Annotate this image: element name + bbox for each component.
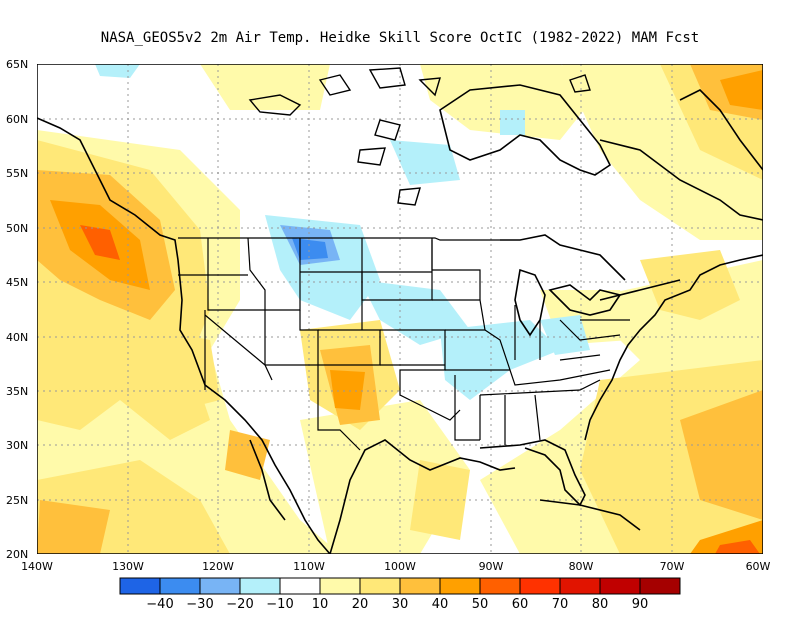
colorbar-label: −30 <box>186 597 213 612</box>
colorbar-label: 20 <box>352 597 369 612</box>
colorbar-label: 30 <box>392 597 409 612</box>
colorbar-swatch <box>439 577 481 595</box>
lon-label: 120W <box>202 560 234 573</box>
colorbar-label: 70 <box>552 597 569 612</box>
coastlines <box>37 84 763 554</box>
colorbar-swatch <box>599 577 641 595</box>
lat-label: 60N <box>6 113 28 126</box>
lat-label: 40N <box>6 331 28 344</box>
lat-label: 65N <box>6 58 28 71</box>
colorbar-swatch <box>639 577 681 595</box>
hudson-bay-islands <box>248 67 591 206</box>
lat-label: 30N <box>6 439 28 452</box>
lon-label: 60W <box>746 560 771 573</box>
skill-shading-red-orange <box>80 225 760 554</box>
lon-label: 140W <box>21 560 53 573</box>
lat-label: 50N <box>6 222 28 235</box>
colorbar-label: −20 <box>226 597 253 612</box>
lat-label: 55N <box>6 167 28 180</box>
colorbar-swatch <box>239 577 281 595</box>
colorbar-swatch <box>159 577 201 595</box>
colorbar-swatch <box>519 577 561 595</box>
colorbar-label: 80 <box>592 597 609 612</box>
colorbar-labels: −40 −30 −20 −10 10 20 30 40 50 60 70 80 … <box>146 597 648 612</box>
skill-shading-blue <box>292 238 328 260</box>
chart-title: NASA_GEOS5v2 2m Air Temp. Heidke Skill S… <box>100 30 700 46</box>
colorbar-swatch <box>479 577 521 595</box>
colorbar-label: 50 <box>472 597 489 612</box>
longitude-axis: 140W 130W 120W 110W 100W 90W 80W 70W 60W <box>21 560 770 573</box>
latitude-axis: 65N 60N 55N 50N 45N 40N 35N 30N 25N 20N <box>6 58 28 561</box>
map-plot-area <box>37 64 763 554</box>
skill-shading-light-blue <box>95 64 590 400</box>
lon-label: 70W <box>660 560 685 573</box>
colorbar-swatch <box>559 577 601 595</box>
colorbar-swatch <box>199 577 241 595</box>
lon-label: 100W <box>384 560 416 573</box>
colorbar-label: 10 <box>312 597 329 612</box>
lon-label: 80W <box>569 560 594 573</box>
colorbar-label: 90 <box>632 597 649 612</box>
lon-label: 130W <box>112 560 144 573</box>
lat-label: 35N <box>6 385 28 398</box>
lat-label: 25N <box>6 494 28 507</box>
lon-label: 90W <box>479 560 504 573</box>
colorbar-swatch <box>119 577 161 595</box>
colorbar-swatch <box>319 577 361 595</box>
colorbar <box>119 577 681 595</box>
colorbar-label: −10 <box>266 597 293 612</box>
colorbar-swatch <box>399 577 441 595</box>
lon-label: 110W <box>293 560 325 573</box>
colorbar-label: −40 <box>146 597 173 612</box>
colorbar-label: 60 <box>512 597 529 612</box>
colorbar-swatch <box>279 577 321 595</box>
colorbar-swatch <box>359 577 401 595</box>
lat-label: 20N <box>6 548 28 561</box>
lat-lon-grid <box>37 64 763 554</box>
political-borders <box>178 237 630 451</box>
lat-label: 45N <box>6 276 28 289</box>
colorbar-label: 40 <box>432 597 449 612</box>
